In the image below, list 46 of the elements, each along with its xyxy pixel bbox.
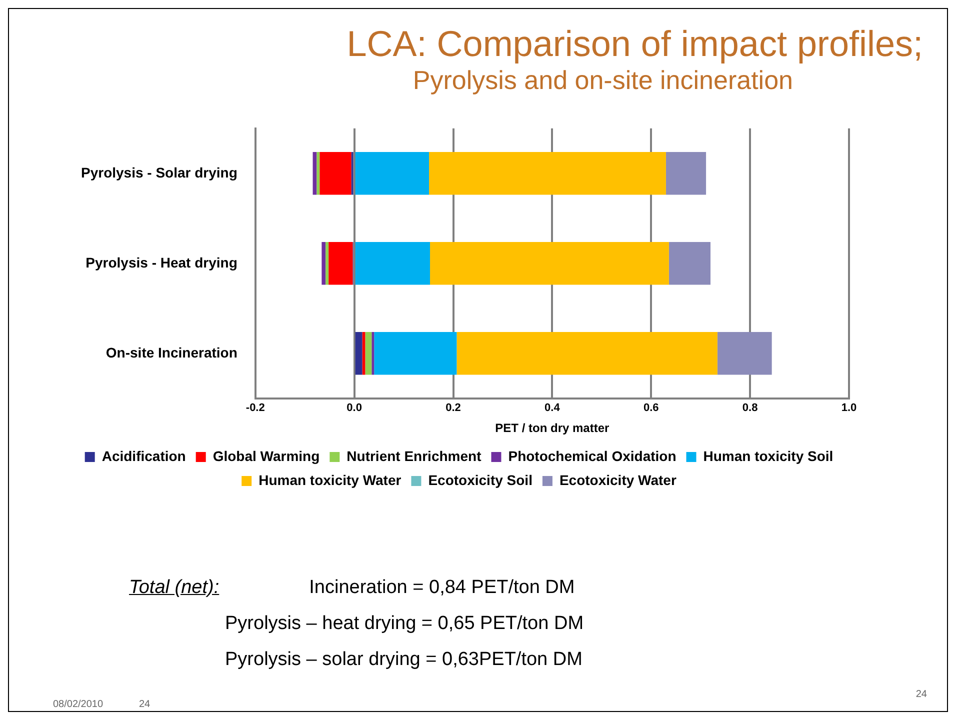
bar [355,242,430,285]
bar [362,332,366,375]
bar [429,152,666,195]
bar [328,242,353,285]
bar [374,332,457,375]
x-axis-title: PET / ton dry matter [495,421,610,436]
bar [322,242,326,285]
text: Incineration = 0,84 PET/ton DM [309,577,575,598]
legend-label: Ecotoxicity Soil [428,472,532,488]
y-tick-label: Pyrolysis - Solar drying [80,164,238,180]
legend-label: Human toxicity Soil [703,448,834,464]
legend-label: Nutrient Enrichment [346,448,482,464]
x-tick-label: 0.0 [346,402,362,414]
bar [372,332,374,375]
x-tick-label: -0.2 [246,402,265,414]
y-tick-label: On-site Incineration [106,344,238,360]
bar [456,332,718,375]
legend-label: Ecotoxicity Water [559,472,677,488]
legend-label: Acidification [102,448,186,464]
x-tick-label: 0.4 [544,402,561,414]
bar [365,332,372,375]
x-tick-label: 1.0 [841,402,857,414]
text: Pyrolysis – heat drying = 0,65 PET/ton DM [225,613,584,635]
y-tick-label: Pyrolysis - Heat drying [86,254,238,270]
text: 24 [139,699,150,710]
chart-title: LCA: Comparison of impact profiles; [346,23,923,65]
legend-label: Photochemical Oxidation [508,448,676,464]
chart-subtitle: Pyrolysis and on-site incineration [412,65,794,96]
legend-label: Global Warming [212,448,320,464]
bar [430,242,669,285]
x-tick-label: 0.8 [742,402,758,414]
text: 24 [916,689,927,700]
bar [666,152,706,195]
bar [326,242,329,285]
x-tick-label: 0.2 [446,402,461,414]
bar [355,332,362,375]
bar [316,152,320,195]
bar [717,332,772,375]
bar [355,152,430,195]
bar [320,152,352,195]
text: Pyrolysis – solar drying = 0,63PET/ton DM [225,649,582,671]
bar [668,242,710,285]
x-tick-label: 0.6 [643,402,659,414]
text: Total (net): [129,577,220,598]
text: 08/02/2010 [53,699,104,710]
legend-label: Human toxicity Water [258,472,402,488]
